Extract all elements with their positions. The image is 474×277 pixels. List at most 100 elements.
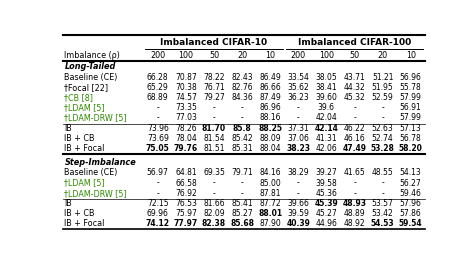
Text: -: - [297,179,300,188]
Text: -: - [381,179,384,188]
Text: 33.54: 33.54 [287,73,309,82]
Text: 85.8: 85.8 [233,124,252,132]
Text: 76.92: 76.92 [175,189,197,198]
Text: 48.89: 48.89 [344,209,365,218]
Text: 81.54: 81.54 [203,134,225,143]
Text: 87.81: 87.81 [259,189,281,198]
Text: 52.63: 52.63 [372,124,393,132]
Text: 69.96: 69.96 [147,209,169,218]
Text: 75.97: 75.97 [175,209,197,218]
Text: 81.66: 81.66 [203,199,225,208]
Text: 50: 50 [349,51,360,60]
Text: 39.58: 39.58 [316,179,337,188]
Text: 82.09: 82.09 [203,209,225,218]
Text: -: - [353,189,356,198]
Text: -: - [241,189,244,198]
Text: 56.91: 56.91 [400,103,421,112]
Text: 53.42: 53.42 [372,209,393,218]
Text: 84.16: 84.16 [259,168,281,177]
Text: 52.74: 52.74 [372,134,393,143]
Text: IB + CB: IB + CB [64,134,95,143]
Text: 46.22: 46.22 [344,124,365,132]
Text: -: - [353,103,356,112]
Text: 85.00: 85.00 [259,179,281,188]
Text: -: - [297,189,300,198]
Text: Imbalanced CIFAR-100: Imbalanced CIFAR-100 [298,38,411,47]
Text: 36.23: 36.23 [287,93,309,102]
Text: 42.04: 42.04 [316,113,337,122]
Text: 47.49: 47.49 [343,144,366,153]
Text: 35.62: 35.62 [287,83,309,92]
Text: -: - [241,113,244,122]
Text: 68.89: 68.89 [147,93,169,102]
Text: 85.41: 85.41 [231,199,253,208]
Text: 39.60: 39.60 [316,93,337,102]
Text: Imbalanced CIFAR-10: Imbalanced CIFAR-10 [160,38,267,47]
Text: IB + Focal: IB + Focal [64,219,105,228]
Text: 38.29: 38.29 [288,168,309,177]
Text: 53.28: 53.28 [371,144,394,153]
Text: 57.96: 57.96 [400,199,422,208]
Text: 51.95: 51.95 [372,83,393,92]
Text: -: - [353,179,356,188]
Text: 10: 10 [265,51,275,60]
Text: †LDAM [5]: †LDAM [5] [64,103,105,112]
Text: 39.27: 39.27 [316,168,337,177]
Text: 200: 200 [150,51,165,60]
Text: 38.41: 38.41 [316,83,337,92]
Text: Long-Tailed: Long-Tailed [64,62,116,71]
Text: 87.90: 87.90 [259,219,281,228]
Text: 84.36: 84.36 [231,93,253,102]
Text: -: - [213,113,215,122]
Text: -: - [213,189,215,198]
Text: IB: IB [64,124,72,132]
Text: 57.99: 57.99 [400,93,422,102]
Text: 76.53: 76.53 [175,199,197,208]
Text: 75.05: 75.05 [146,144,170,153]
Text: 65.29: 65.29 [147,83,169,92]
Text: 73.96: 73.96 [147,124,169,132]
Text: 45.32: 45.32 [344,93,365,102]
Text: 81.70: 81.70 [202,124,226,132]
Text: 44.96: 44.96 [316,219,337,228]
Text: 64.81: 64.81 [175,168,197,177]
Text: †LDAM-DRW [5]: †LDAM-DRW [5] [64,189,127,198]
Text: 10: 10 [406,51,416,60]
Text: 85.42: 85.42 [231,134,253,143]
Text: 48.93: 48.93 [343,199,366,208]
Text: 86.66: 86.66 [259,83,281,92]
Text: 40.39: 40.39 [286,219,310,228]
Text: 45.39: 45.39 [315,199,338,208]
Text: 81.51: 81.51 [203,144,225,153]
Text: 42.06: 42.06 [316,144,337,153]
Text: 38.23: 38.23 [286,144,310,153]
Text: -: - [156,103,159,112]
Text: 85.27: 85.27 [231,209,253,218]
Text: 45.36: 45.36 [316,189,337,198]
Text: 48.55: 48.55 [372,168,393,177]
Text: 52.59: 52.59 [372,93,393,102]
Text: IB + CB: IB + CB [64,209,95,218]
Text: 58.20: 58.20 [399,144,423,153]
Text: 57.99: 57.99 [400,113,422,122]
Text: 69.35: 69.35 [203,168,225,177]
Text: Baseline (CE): Baseline (CE) [64,73,118,82]
Text: 57.86: 57.86 [400,209,421,218]
Text: 37.06: 37.06 [287,134,309,143]
Text: †LDAM-DRW [5]: †LDAM-DRW [5] [64,113,127,122]
Text: 74.57: 74.57 [175,93,197,102]
Text: -: - [156,113,159,122]
Text: 86.49: 86.49 [259,73,281,82]
Text: 73.69: 73.69 [147,134,169,143]
Text: 59.46: 59.46 [400,189,422,198]
Text: 78.22: 78.22 [203,73,225,82]
Text: 87.72: 87.72 [259,199,281,208]
Text: 59.54: 59.54 [399,219,422,228]
Text: 46.16: 46.16 [344,134,365,143]
Text: Imbalance (ρ): Imbalance (ρ) [64,51,120,60]
Text: 77.03: 77.03 [175,113,197,122]
Text: 45.27: 45.27 [316,209,337,218]
Text: 74.12: 74.12 [146,219,170,228]
Text: Step-Imbalance: Step-Imbalance [64,158,136,167]
Text: 73.35: 73.35 [175,103,197,112]
